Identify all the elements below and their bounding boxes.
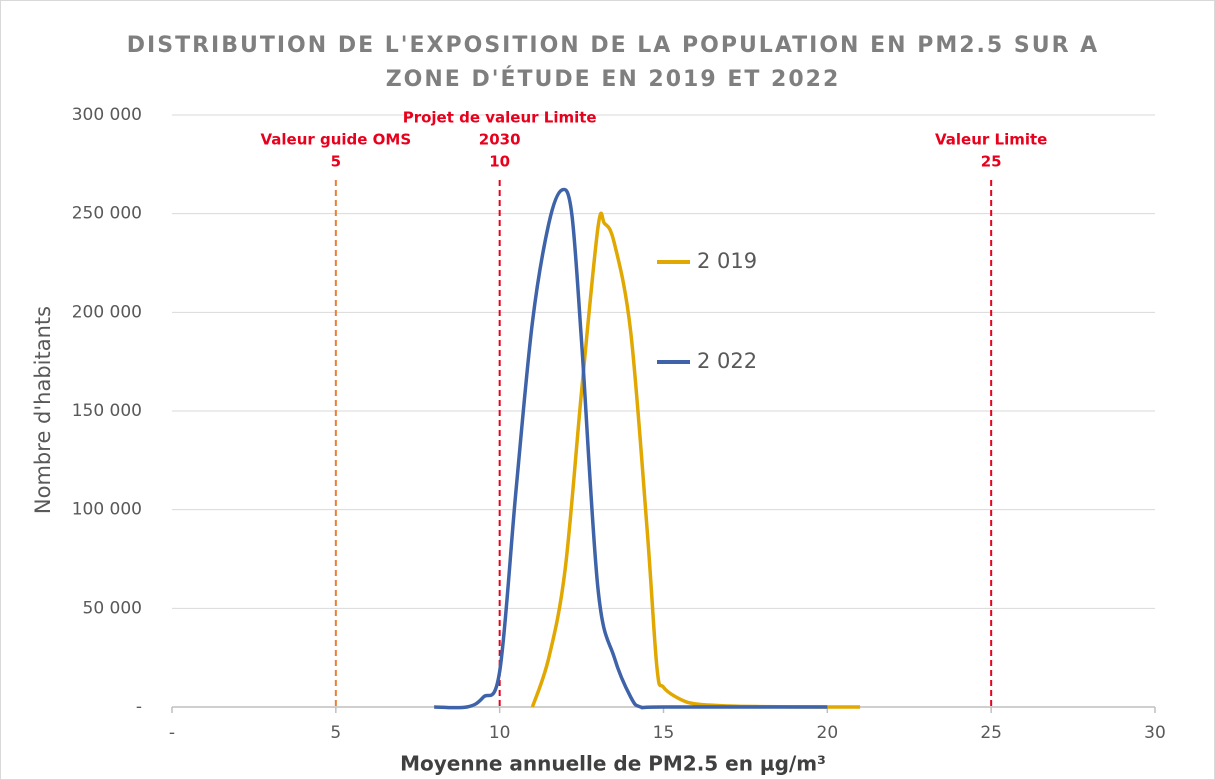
x-tick-label: 15 bbox=[653, 723, 675, 743]
x-tick-label: 30 bbox=[1144, 723, 1166, 743]
chart-title: ZONE D'ÉTUDE EN 2019 ET 2022 bbox=[386, 66, 841, 92]
series-line bbox=[434, 187, 828, 710]
y-tick-label: - bbox=[136, 697, 142, 717]
x-tick-label: 10 bbox=[489, 723, 511, 743]
x-tick-label: 20 bbox=[817, 723, 839, 743]
legend-label: 2 022 bbox=[697, 349, 757, 373]
x-tick-label: - bbox=[169, 723, 175, 743]
reference-label: Valeur guide OMS bbox=[260, 131, 411, 149]
reference-label: 25 bbox=[981, 153, 1002, 171]
reference-label: Projet de valeur Limite bbox=[403, 109, 597, 127]
y-tick-label: 300 000 bbox=[72, 105, 142, 125]
x-tick-label: 5 bbox=[330, 723, 341, 743]
reference-label: 10 bbox=[489, 153, 510, 171]
y-axis-label: Nombre d'habitants bbox=[31, 306, 55, 514]
x-axis-label: Moyenne annuelle de PM2.5 en µg/m³ bbox=[400, 752, 826, 776]
reference-label: 2030 bbox=[479, 131, 521, 149]
reference-label: Valeur Limite bbox=[935, 131, 1047, 149]
chart-title: DISTRIBUTION DE L'EXPOSITION DE LA POPUL… bbox=[127, 33, 1099, 58]
x-tick-label: 25 bbox=[980, 723, 1002, 743]
y-tick-label: 150 000 bbox=[72, 401, 142, 421]
y-tick-label: 200 000 bbox=[72, 302, 142, 322]
y-tick-label: 250 000 bbox=[72, 204, 142, 224]
legend-label: 2 019 bbox=[697, 249, 757, 273]
reference-label: 5 bbox=[331, 153, 341, 171]
y-tick-label: 100 000 bbox=[72, 500, 142, 520]
y-tick-label: 50 000 bbox=[83, 598, 142, 618]
